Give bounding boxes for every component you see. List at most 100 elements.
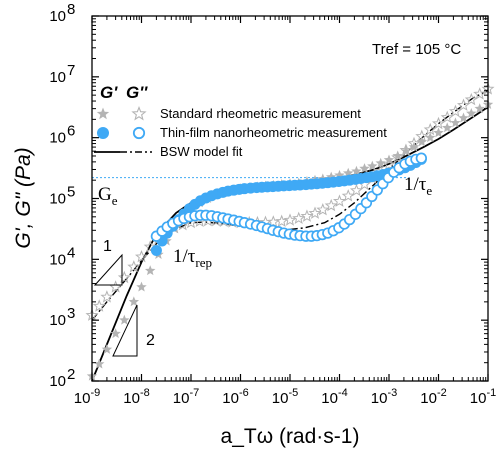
x-axis-title: a_Tω (rad·s-1) — [221, 425, 360, 448]
y-tick-label: 10 — [49, 69, 66, 86]
standard-storage-point — [375, 157, 386, 168]
standard-loss-point — [448, 104, 462, 117]
x-tick-base: 10 — [420, 390, 437, 407]
standard-loss-point — [324, 198, 338, 212]
standard-storage-point — [458, 112, 469, 123]
standard-loss-point — [341, 189, 355, 202]
series-layer — [85, 82, 495, 381]
legend-entry-thin-film: Thin-film nanorheometric measurement — [160, 125, 387, 140]
legend-entry-fit: BSW model fit — [160, 144, 243, 159]
legend: G' G'' Standard rheometric measurement T… — [94, 83, 387, 159]
standard-loss-point — [316, 203, 330, 216]
standard-loss-point — [399, 143, 413, 156]
standard-loss-point — [117, 270, 131, 284]
x-tick-label: 10-5 — [272, 387, 298, 407]
y-tick-base: 10 — [49, 191, 66, 208]
standard-loss-point — [382, 157, 396, 171]
legend-open-circle-icon — [132, 126, 146, 140]
standard-loss-point — [100, 290, 114, 303]
slope-two-triangle — [112, 304, 138, 357]
standard-loss-point — [391, 150, 405, 164]
tau-rep-label: 1/τrep — [173, 246, 212, 270]
plot-frame — [91, 15, 489, 382]
y-tick-exponent: 5 — [67, 184, 75, 201]
y-tick-label: 10 — [49, 191, 66, 208]
standard-storage-point — [424, 132, 436, 143]
standard-loss-point — [464, 92, 478, 106]
standard-storage-point — [474, 103, 485, 114]
standard-storage-point — [433, 127, 444, 138]
x-tick-base: 10 — [470, 390, 487, 407]
x-tick-exponent: -2 — [437, 387, 447, 399]
y-tick-exponent: 3 — [67, 305, 75, 322]
x-tick-exponent: -9 — [90, 387, 100, 399]
standard-storage-point — [351, 165, 362, 176]
standard-storage-point — [110, 328, 121, 339]
slope-two-label: 2 — [146, 332, 155, 349]
standard-loss-point — [134, 249, 149, 263]
legend-filled-star-icon — [96, 107, 110, 120]
x-tick-label: 10-1 — [470, 387, 496, 407]
x-tick-label: 10-3 — [371, 387, 397, 407]
x-tick-exponent: -7 — [189, 387, 199, 399]
standard-storage-point — [136, 281, 147, 292]
x-tick-base: 10 — [272, 390, 289, 407]
y-axis-title-text: G', G" (Pa) — [12, 147, 35, 248]
legend-entry-standard: Standard rheometric measurement — [160, 106, 361, 121]
standard-storage-point — [325, 171, 337, 182]
standard-storage-point — [416, 136, 428, 147]
x-tick-base: 10 — [222, 390, 239, 407]
standard-storage-point — [94, 358, 105, 369]
x-tick-base: 10 — [74, 390, 91, 407]
plateau-label-main: G — [98, 184, 112, 205]
standard-loss-point — [143, 240, 157, 253]
y-tick-base: 10 — [49, 69, 66, 86]
standard-loss-point — [275, 214, 289, 227]
standard-loss-point — [92, 299, 106, 312]
y-tick-exponent: 7 — [67, 62, 75, 79]
y-axis-title: G', G" (Pa) — [12, 147, 35, 248]
x-tick-label: 10-8 — [123, 387, 149, 407]
tick-layer: 10-9 10-8 10-7 10-6 10-5 10-4 10-3 10-2 10-110 21… — [49, 1, 496, 407]
thin-film-loss-point — [415, 152, 427, 164]
x-tick-exponent: -5 — [288, 387, 298, 399]
standard-loss-point — [292, 211, 306, 224]
y-tick-label: 10 — [49, 373, 66, 390]
legend-header-storage: G' — [100, 83, 118, 102]
tau-e-label: 1/τe — [404, 174, 432, 198]
x-tick-exponent: -8 — [140, 387, 150, 399]
y-tick-base: 10 — [49, 8, 66, 25]
tau-e-main: 1/τ — [404, 174, 427, 195]
x-tick-label: 10-7 — [173, 387, 199, 407]
x-tick-base: 10 — [371, 390, 388, 407]
standard-loss-point — [423, 122, 437, 136]
standard-storage-point — [392, 150, 403, 161]
legend-header-loss: G'' — [126, 83, 148, 102]
standard-storage-point — [408, 141, 420, 152]
y-tick-label: 10 — [49, 251, 66, 268]
y-tick-label: 10 — [49, 8, 66, 25]
standard-loss-point — [308, 206, 322, 219]
x-tick-label: 10-6 — [222, 387, 248, 407]
standard-loss-point — [109, 280, 123, 293]
legend-filled-circle-icon — [97, 127, 109, 139]
standard-storage-point — [144, 265, 156, 276]
x-tick-exponent: -6 — [239, 387, 249, 399]
standard-storage-point — [334, 169, 345, 180]
standard-storage-point — [441, 122, 453, 133]
standard-storage-point — [119, 314, 130, 325]
y-tick-base: 10 — [49, 130, 66, 147]
tau-e-sub: e — [426, 183, 432, 198]
standard-storage-point — [128, 296, 140, 307]
x-tick-exponent: -3 — [387, 387, 397, 399]
legend-open-star-icon — [131, 105, 147, 121]
standard-storage-point — [466, 107, 477, 118]
standard-loss-point — [431, 116, 446, 130]
standard-loss-point — [349, 183, 363, 197]
y-tick-label: 10 — [49, 312, 66, 329]
standard-storage-point — [450, 117, 461, 128]
x-tick-exponent: -1 — [486, 387, 496, 399]
reference-temperature: Tref = 105 °C — [372, 41, 461, 58]
thin-film-storage-point — [150, 244, 162, 256]
